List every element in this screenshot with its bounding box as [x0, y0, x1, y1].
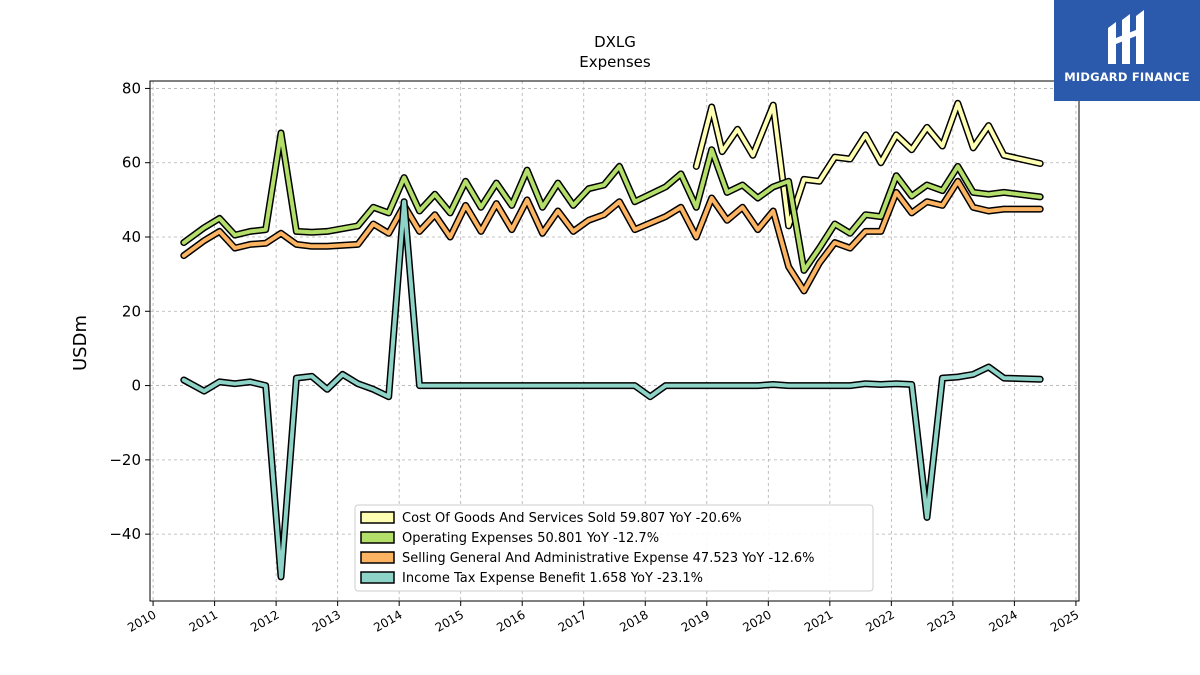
- legend-entry-label: Operating Expenses 50.801 YoY -12.7%: [402, 531, 659, 546]
- series-line: [181, 199, 1043, 579]
- y-tick-label: −40: [109, 525, 141, 543]
- y-tick-label: 20: [122, 302, 141, 320]
- y-tick-label: −20: [109, 451, 141, 469]
- legend-swatch: [360, 571, 395, 584]
- series-1: [180, 129, 1044, 274]
- y-tick-label: 0: [131, 377, 141, 395]
- y-tick-label: 80: [122, 79, 141, 97]
- legend-box: [354, 504, 874, 592]
- y-tick-label: 40: [122, 228, 141, 246]
- series-line: [181, 131, 1043, 273]
- series-0: [692, 99, 1044, 230]
- series-3: [180, 198, 1044, 581]
- series-line: [694, 101, 1043, 228]
- legend-entry-label: Selling General And Administrative Expen…: [402, 551, 815, 566]
- brand-mark-icon: [1108, 10, 1144, 64]
- series-2: [180, 177, 1044, 295]
- series-layer: [180, 99, 1044, 581]
- legend-swatch: [360, 551, 395, 564]
- legend-entry-label: Income Tax Expense Benefit 1.658 YoY -23…: [402, 571, 703, 586]
- series-line: [181, 179, 1043, 293]
- legend: Cost Of Goods And Services Sold 59.807 Y…: [354, 504, 874, 592]
- y-tick-label: 60: [122, 154, 141, 172]
- y-axis-label: USDm: [70, 315, 91, 371]
- y-axis: −40 −20 0 20 40 60 80: [109, 79, 150, 543]
- legend-entry-label: Cost Of Goods And Services Sold 59.807 Y…: [402, 511, 742, 526]
- brand-name: MIDGARD FINANCE: [1064, 70, 1190, 84]
- legend-swatch: [360, 531, 395, 544]
- chart-subtitle: Expenses: [579, 53, 651, 71]
- legend-swatch: [360, 511, 395, 524]
- chart-title: DXLG: [594, 33, 636, 51]
- brand-logo: MIDGARD FINANCE: [1054, 0, 1200, 101]
- plot-frame: [149, 80, 1080, 602]
